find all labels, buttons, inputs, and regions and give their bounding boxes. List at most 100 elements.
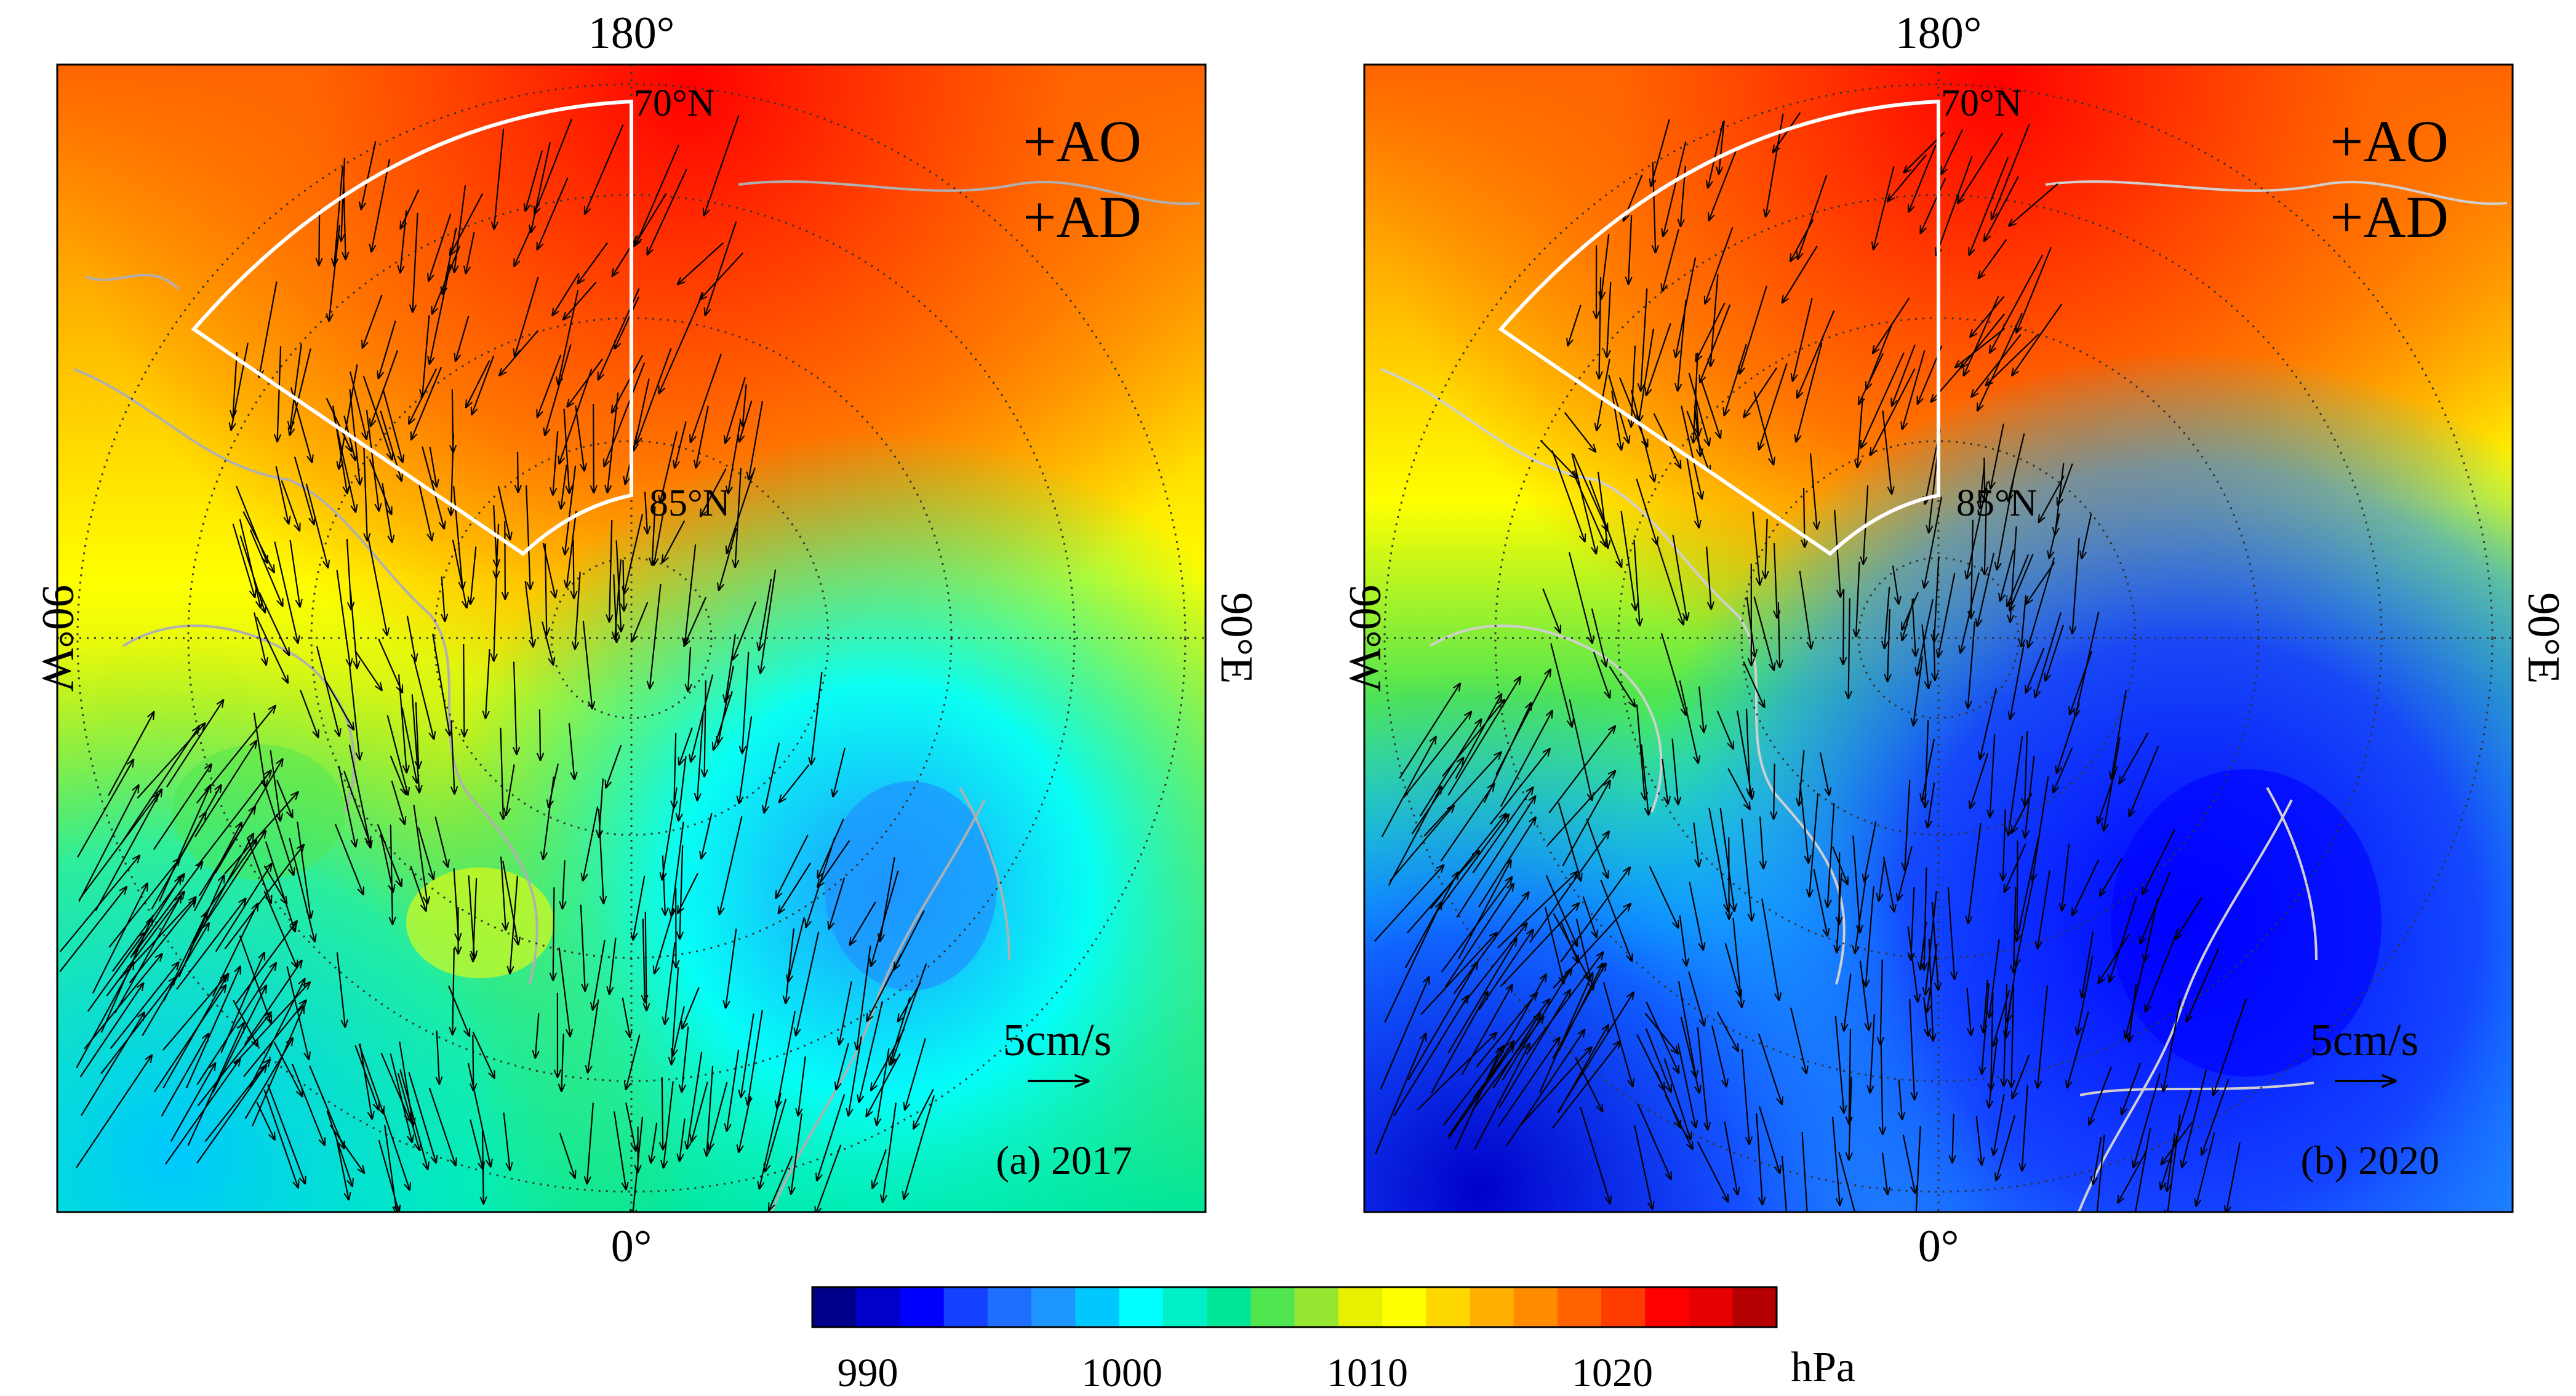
velocity-vector (2129, 984, 2137, 1042)
velocity-vector (1961, 313, 2006, 367)
velocity-vector (166, 700, 223, 788)
velocity-vector (262, 780, 294, 875)
velocity-vector (526, 485, 530, 589)
velocity-vector (614, 574, 617, 642)
velocity-vector (1970, 753, 1989, 808)
velocity-vector (1760, 816, 1764, 868)
velocity-vector (503, 1112, 510, 1170)
velocity-vector (2072, 859, 2100, 915)
velocity-vector (2226, 1142, 2241, 1212)
velocity-vector (1926, 891, 1937, 995)
velocity-vector (580, 904, 585, 991)
velocity-vector (749, 401, 764, 479)
velocity-vector (1558, 963, 1603, 1051)
velocity-vector (1678, 300, 1687, 391)
velocity-vector (429, 447, 437, 487)
velocity-vector (678, 873, 698, 914)
velocity-vector (582, 620, 593, 709)
panel-b-lat-70-label: 70°N (1941, 82, 2022, 124)
velocity-vector (1473, 999, 1550, 1098)
velocity-vector (1724, 943, 1741, 997)
velocity-vector (305, 483, 328, 567)
velocity-vector (494, 129, 505, 229)
velocity-vector (1927, 782, 1935, 828)
velocity-vector (1708, 121, 1724, 188)
velocity-vector (406, 615, 416, 661)
velocity-vector (1636, 479, 1657, 544)
velocity-vector (60, 856, 140, 952)
velocity-vector (411, 367, 442, 440)
velocity-vector (626, 1034, 641, 1090)
velocity-vector (1983, 979, 1988, 1033)
velocity-vector (1564, 412, 1596, 452)
velocity-vector (1440, 784, 1494, 862)
velocity-vector (1759, 362, 1788, 450)
velocity-vector (371, 159, 391, 252)
velocity-vector (2038, 870, 2050, 949)
velocity-vector (176, 899, 246, 990)
velocity-vector (1977, 313, 2023, 410)
velocity-vector (1550, 643, 1572, 727)
velocity-vector (1708, 807, 1728, 911)
velocity-vector (561, 465, 567, 509)
velocity-vector (1540, 440, 1577, 478)
velocity-vector (1761, 898, 1779, 1000)
velocity-vector (1971, 519, 1973, 618)
velocity-vector (1907, 926, 1918, 1002)
velocity-vector (1597, 359, 1610, 431)
velocity-vector (1961, 572, 1980, 653)
velocity-vector (81, 1013, 145, 1116)
velocity-vector (1977, 552, 1995, 626)
velocity-vector (2161, 1089, 2193, 1189)
panel-a-index-ad: +AD (1023, 184, 1142, 250)
velocity-vector (1838, 1152, 1856, 1212)
velocity-vector (1970, 296, 2005, 337)
velocity-vector (796, 931, 820, 1035)
panel-a-pressure-field (57, 65, 1206, 1212)
velocity-vector (631, 602, 649, 642)
velocity-vector (129, 899, 196, 984)
velocity-vector (422, 446, 444, 528)
velocity-vector (1456, 796, 1535, 918)
panel-a-lat-85-label: 85°N (649, 482, 730, 524)
panel-a-frame (56, 63, 1207, 1213)
velocity-vector (2017, 837, 2039, 941)
velocity-vector (654, 907, 675, 973)
velocity-vector (679, 727, 693, 765)
velocity-vector (2022, 1085, 2028, 1171)
velocity-vector (2111, 690, 2127, 779)
velocity-vector (543, 776, 554, 859)
colorbar-swatches (812, 1287, 1777, 1327)
velocity-vector (378, 321, 396, 378)
velocity-vector (274, 541, 298, 644)
velocity-vector (1852, 836, 1860, 932)
velocity-vector (674, 733, 676, 808)
velocity-vector (1774, 764, 1775, 819)
velocity-vector (623, 560, 625, 611)
velocity-vector (726, 634, 736, 702)
velocity-vector (650, 583, 662, 688)
velocity-vector (494, 558, 498, 661)
velocity-vector (1843, 589, 1844, 664)
colorbar-swatch (1382, 1287, 1426, 1327)
velocity-vector (391, 824, 393, 924)
velocity-vector (1969, 157, 2009, 255)
velocity-vector (1662, 229, 1679, 292)
velocity-vector (1568, 305, 1582, 346)
velocity-vector (1591, 608, 1606, 666)
colorbar-tick-990: 990 (838, 1350, 898, 1395)
velocity-vector (472, 355, 495, 415)
velocity-vector (561, 1034, 563, 1091)
velocity-vector (253, 712, 266, 788)
velocity-vector (1753, 596, 1774, 670)
velocity-vector (565, 465, 577, 554)
velocity-vector (418, 827, 433, 879)
velocity-vector (1597, 471, 1608, 548)
velocity-vector (514, 276, 539, 356)
velocity-vector (1882, 410, 1892, 494)
velocity-vector (408, 1072, 436, 1163)
velocity-vector (563, 409, 570, 493)
velocity-vector (738, 1096, 751, 1152)
velocity-vector (643, 919, 645, 1002)
velocity-vector (598, 808, 604, 904)
